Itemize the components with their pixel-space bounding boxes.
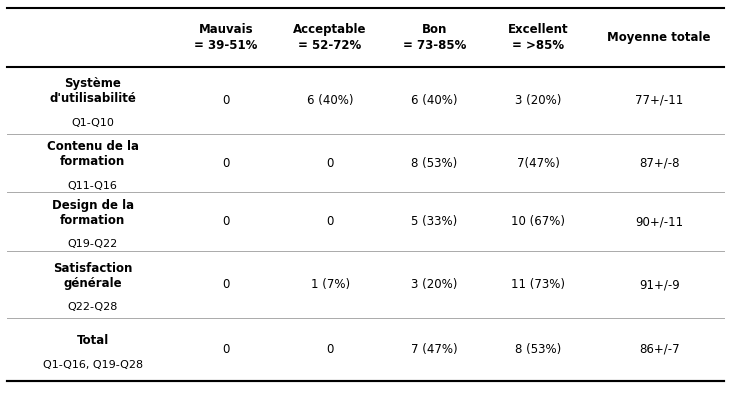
- Text: 7(47%): 7(47%): [517, 156, 560, 170]
- Text: 8 (53%): 8 (53%): [411, 156, 458, 170]
- Text: Mauvais
= 39-51%: Mauvais = 39-51%: [194, 23, 257, 52]
- Text: Q22-Q28: Q22-Q28: [67, 302, 118, 312]
- Text: 1 (7%): 1 (7%): [311, 278, 349, 291]
- Text: 91+/-9: 91+/-9: [639, 278, 680, 291]
- Text: 11 (73%): 11 (73%): [512, 278, 565, 291]
- Text: Q1-Q16, Q19-Q28: Q1-Q16, Q19-Q28: [42, 360, 143, 370]
- Text: 8 (53%): 8 (53%): [515, 343, 561, 356]
- Text: 7 (47%): 7 (47%): [411, 343, 458, 356]
- Text: Q1-Q10: Q1-Q10: [71, 118, 114, 128]
- Text: 87+/-8: 87+/-8: [639, 156, 679, 170]
- Text: 0: 0: [222, 343, 230, 356]
- Text: 0: 0: [222, 156, 230, 170]
- Text: Bon
= 73-85%: Bon = 73-85%: [403, 23, 466, 52]
- Text: Q11-Q16: Q11-Q16: [68, 181, 118, 191]
- Text: 5 (33%): 5 (33%): [411, 215, 458, 228]
- Text: 0: 0: [222, 278, 230, 291]
- Text: 0: 0: [327, 215, 334, 228]
- Text: Moyenne totale: Moyenne totale: [607, 31, 711, 44]
- Text: Q19-Q22: Q19-Q22: [67, 239, 118, 249]
- Text: Excellent
= >85%: Excellent = >85%: [508, 23, 569, 52]
- Text: Acceptable
= 52-72%: Acceptable = 52-72%: [293, 23, 367, 52]
- Text: Design de la
formation: Design de la formation: [52, 199, 134, 227]
- Text: 10 (67%): 10 (67%): [512, 215, 565, 228]
- Text: 0: 0: [327, 156, 334, 170]
- Text: 86+/-7: 86+/-7: [639, 343, 679, 356]
- Text: 77+/-11: 77+/-11: [635, 94, 683, 107]
- Text: 6 (40%): 6 (40%): [307, 94, 353, 107]
- Text: 3 (20%): 3 (20%): [515, 94, 561, 107]
- Text: Système
d'utilisabilité: Système d'utilisabilité: [49, 77, 136, 105]
- Text: 0: 0: [222, 215, 230, 228]
- Text: 0: 0: [327, 343, 334, 356]
- Text: 0: 0: [222, 94, 230, 107]
- Text: 90+/-11: 90+/-11: [635, 215, 683, 228]
- Text: Satisfaction
générale: Satisfaction générale: [53, 262, 132, 290]
- Text: 3 (20%): 3 (20%): [411, 278, 458, 291]
- Text: 6 (40%): 6 (40%): [411, 94, 458, 107]
- Text: Contenu de la
formation: Contenu de la formation: [47, 140, 139, 168]
- Text: Total: Total: [77, 334, 109, 347]
